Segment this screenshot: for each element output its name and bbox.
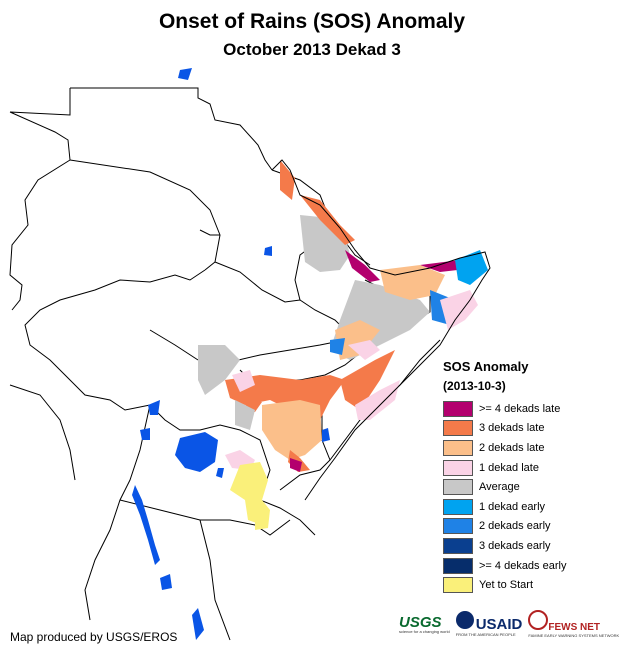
fews-globe-icon — [528, 610, 549, 630]
legend-item: 3 dekads late — [443, 419, 613, 439]
legend-item: 2 dekads early — [443, 517, 613, 537]
legend-label: >= 4 dekads early — [479, 559, 567, 572]
legend-label: >= 4 dekads late — [479, 402, 561, 415]
lake-tana — [264, 246, 272, 256]
legend-swatch — [443, 439, 473, 456]
map-subtitle: October 2013 Dekad 3 — [223, 40, 401, 59]
legend-swatch — [443, 459, 473, 476]
legend-label: 3 dekads late — [479, 422, 545, 435]
legend-item: 1 dekad early — [443, 497, 613, 517]
legend-label: Average — [479, 481, 520, 494]
anomaly-regions — [198, 160, 488, 530]
lake-tanganyika — [132, 485, 160, 565]
legend-swatch — [443, 479, 473, 496]
legend-label: 1 dekad early — [479, 500, 546, 513]
legend-swatch — [443, 420, 473, 437]
legend: SOS Anomaly (2013-10-3) >= 4 dekads late… — [443, 357, 613, 595]
usgs-logo: USGS science for a changing world — [399, 613, 450, 634]
legend-swatch — [443, 518, 473, 535]
legend-item: 1 dekad late — [443, 458, 613, 478]
usaid-logo: USAID FROM THE AMERICAN PEOPLE — [455, 611, 522, 637]
legend-title: SOS Anomaly — [443, 359, 529, 374]
usaid-seal-icon — [455, 611, 474, 629]
legend-item: 2 dekads late — [443, 438, 613, 458]
legend-label: 2 dekads early — [479, 520, 551, 533]
legend-item: Yet to Start — [443, 575, 613, 595]
map-credit: Map produced by USGS/EROS — [10, 630, 178, 644]
legend-swatch — [443, 577, 473, 594]
legend-label: 3 dekads early — [479, 539, 551, 552]
legend-swatch — [443, 400, 473, 417]
legend-item: 3 dekads early — [443, 536, 613, 556]
legend-swatch — [443, 557, 473, 574]
map-title: Onset of Rains (SOS) Anomaly — [158, 10, 466, 33]
lake-victoria — [175, 432, 218, 472]
legend-item: >= 4 dekads early — [443, 556, 613, 576]
legend-item: Average — [443, 477, 613, 497]
fews-net-logo: FEWS NET FAMINE EARLY WARNING SYSTEMS NE… — [528, 610, 619, 638]
legend-swatch — [443, 498, 473, 515]
coastline — [271, 159, 491, 501]
legend-date: (2013-10-3) — [443, 379, 506, 393]
legend-label: 1 dekad late — [479, 461, 539, 474]
lakes — [132, 68, 330, 640]
legend-swatch — [443, 537, 473, 554]
legend-label: Yet to Start — [479, 579, 534, 592]
legend-label: 2 dekads late — [479, 441, 545, 454]
logo-bar: USGS science for a changing world USAID … — [399, 610, 619, 638]
legend-item: >= 4 dekads late — [443, 399, 613, 419]
